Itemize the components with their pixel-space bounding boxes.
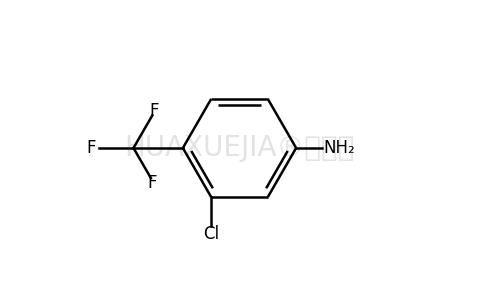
Text: NH₂: NH₂	[324, 139, 355, 157]
Text: Cl: Cl	[203, 225, 219, 243]
Text: HUAXUEJIA®化学加: HUAXUEJIA®化学加	[125, 134, 354, 162]
Text: F: F	[149, 102, 159, 120]
Text: F: F	[148, 173, 157, 192]
Text: F: F	[87, 139, 96, 157]
